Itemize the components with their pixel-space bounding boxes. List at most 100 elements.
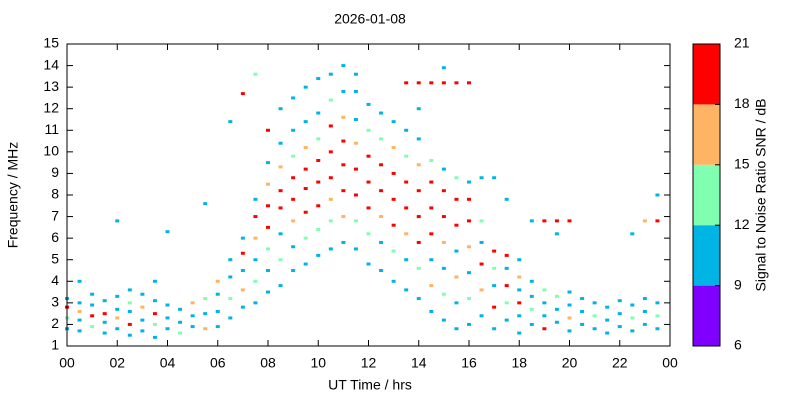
chart-title: 2026-01-08 [334, 11, 406, 27]
point [479, 219, 484, 223]
point [441, 215, 446, 219]
point [404, 258, 409, 262]
point [278, 107, 283, 111]
point [441, 240, 446, 244]
point [429, 158, 434, 162]
x-tick-label: 08 [260, 355, 276, 371]
point [140, 318, 145, 322]
point [77, 318, 82, 322]
point [215, 292, 220, 296]
point [642, 322, 647, 326]
point [529, 219, 534, 223]
point [366, 102, 371, 106]
point [278, 141, 283, 145]
point [90, 292, 95, 296]
point [529, 322, 534, 326]
point [291, 197, 296, 201]
point [517, 331, 522, 335]
point [416, 215, 421, 219]
point [454, 176, 459, 180]
point [391, 279, 396, 283]
point [416, 137, 421, 141]
point [642, 309, 647, 313]
point [429, 284, 434, 288]
point [127, 322, 132, 326]
y-tick-label: 1 [51, 337, 59, 353]
point [240, 251, 245, 255]
x-tick-label: 22 [612, 355, 628, 371]
point [592, 327, 597, 331]
point [529, 307, 534, 311]
point [542, 314, 547, 318]
point [228, 316, 233, 320]
y-tick-label: 2 [51, 315, 59, 331]
y-tick-label: 14 [43, 56, 59, 72]
point [253, 301, 258, 305]
point [454, 197, 459, 201]
point [266, 161, 270, 165]
point [353, 118, 358, 121]
colorbar-band [693, 44, 720, 105]
x-tick-label: 18 [511, 355, 527, 371]
point [404, 288, 409, 292]
point [228, 297, 233, 301]
point [567, 290, 572, 294]
point [165, 327, 170, 331]
point [328, 176, 333, 180]
point [429, 232, 434, 236]
point [316, 204, 321, 208]
y-tick-label: 10 [43, 143, 59, 159]
point [492, 176, 497, 180]
point [341, 240, 346, 244]
point [253, 215, 258, 219]
point [416, 266, 421, 270]
point [655, 193, 660, 197]
point [391, 223, 396, 227]
point [127, 301, 132, 305]
point [366, 180, 371, 184]
colorbar-tick-label: 18 [734, 95, 750, 111]
point [504, 284, 509, 288]
point [90, 325, 95, 329]
point [253, 236, 258, 240]
point [642, 219, 647, 223]
point [278, 206, 283, 210]
colorbar-band [693, 104, 720, 165]
point [605, 305, 610, 309]
point [517, 288, 522, 292]
point [467, 297, 471, 301]
point [617, 299, 622, 303]
point [353, 219, 358, 223]
point [454, 223, 459, 227]
point [215, 325, 220, 329]
point [404, 81, 409, 85]
point [517, 301, 522, 305]
point [203, 327, 208, 331]
colorbar-band [693, 285, 720, 346]
point [416, 81, 421, 85]
point [630, 316, 635, 320]
point [617, 325, 622, 329]
point [492, 327, 497, 331]
point [203, 202, 208, 206]
point [303, 210, 308, 214]
colorbar-label: Signal to Noise Ratio SNR / dB [753, 99, 769, 292]
point [303, 85, 308, 89]
point [504, 266, 509, 270]
point [115, 327, 120, 331]
point [379, 111, 384, 115]
point [341, 139, 346, 143]
colorbar-frame [692, 43, 721, 347]
point [278, 189, 283, 193]
point [429, 206, 434, 210]
point [303, 120, 308, 124]
point [554, 320, 559, 324]
point [567, 316, 572, 320]
colorbar-band [693, 225, 720, 286]
point [240, 288, 245, 292]
point [529, 294, 534, 298]
point [190, 301, 195, 305]
point [291, 128, 296, 132]
point [454, 81, 459, 85]
point [366, 154, 371, 158]
